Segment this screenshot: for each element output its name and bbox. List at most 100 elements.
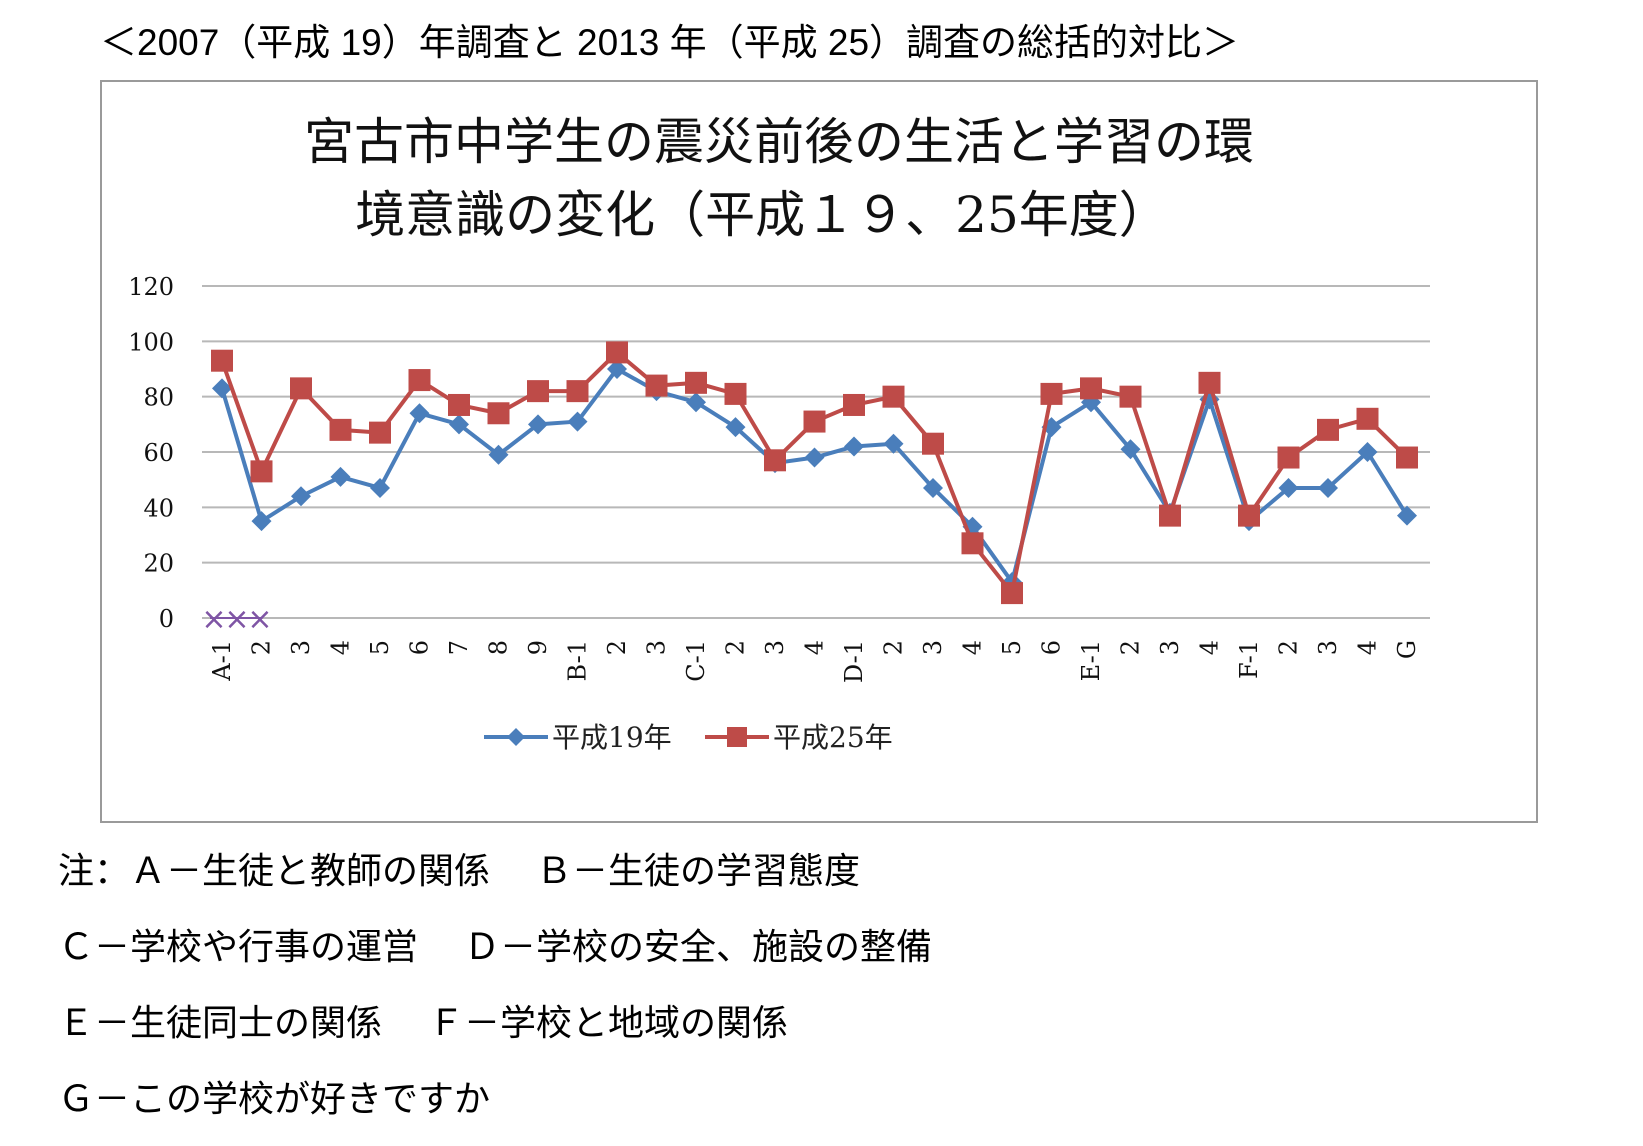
note-b: Ｂ－生徒の学習態度 (536, 851, 861, 892)
line-chart: 宮古市中学生の震災前後の生活と学習の環 境意識の変化（平成１９、25年度） 0 2… (128, 113, 1430, 754)
series-1-point (251, 511, 272, 532)
series-line-2 (220, 350, 1409, 596)
annotation-cross-mark: × (201, 602, 226, 637)
series-2-point (764, 449, 786, 472)
x-tick-label: 6 (406, 640, 434, 655)
series-2-point (329, 418, 352, 441)
x-tick-label: B-1 (564, 640, 592, 681)
x-tick-label: 3 (1314, 640, 1342, 655)
x-tick-label: 4 (959, 640, 987, 655)
legend-marker-1 (507, 728, 525, 746)
x-axis-ticks: A-1 2 3 4 5 6 7 8 9 B-1 2 3 C-1 2 3 4 D-1 2 3 4 5 6 E-1 2 3 4 F-1 2… (208, 640, 1421, 683)
y-tick-label: 100 (128, 328, 174, 356)
x-tick-label: 4 (1196, 640, 1224, 655)
series-2-point (250, 460, 273, 483)
series-2-point (527, 380, 549, 403)
x-tick-label: 4 (327, 640, 355, 655)
series-2-point (803, 410, 826, 433)
series-1-point (686, 392, 706, 413)
x-tick-label: 2 (880, 640, 908, 655)
legend-label-2: 平成25年 (773, 721, 893, 754)
note-line-2: Ｃ－学校や行事の運営 Ｄ－学校の安全、施設の整備 (58, 918, 1618, 994)
series-2-point (290, 377, 312, 400)
note-a: 注：Ａ－生徒と教師の関係 (58, 851, 491, 892)
series-2-point (1001, 582, 1023, 605)
x-tick-label: 5 (998, 640, 1026, 655)
series-2-point (566, 380, 589, 403)
series-2-point (1159, 504, 1181, 527)
note-g: Ｇ－この学校が好きですか (58, 1079, 491, 1120)
series-2-point (961, 532, 984, 555)
series-2-point (1356, 407, 1379, 430)
series-2-point (448, 393, 470, 416)
x-tick-label: G (1393, 640, 1421, 659)
chart-title-line1: 宮古市中学生の震災前後の生活と学習の環 (304, 113, 1254, 171)
series-1-point (1120, 439, 1141, 460)
note-line-3: Ｅ－生徒同士の関係 Ｆ－学校と地域の関係 (58, 994, 1618, 1070)
notes: 注：Ａ－生徒と教師の関係 Ｂ－生徒の学習態度 Ｃ－学校や行事の運営 Ｄ－学校の安全、… (58, 842, 1618, 1146)
x-tick-label: 6 (1038, 640, 1066, 655)
legend-marker-2 (727, 727, 747, 747)
series-1-point (212, 378, 232, 399)
series-2-point (211, 349, 233, 372)
annotation-cross-mark: × (224, 602, 249, 637)
series-2-point (369, 421, 391, 444)
series-1-point (1318, 477, 1338, 498)
x-tick-label: 4 (1354, 640, 1382, 655)
series-2-point (685, 371, 707, 394)
chart-title-line2: 境意識の変化（平成１９、25年度） (355, 186, 1169, 244)
x-tick-label: F-1 (1235, 640, 1263, 679)
x-tick-label: 2 (1117, 640, 1145, 655)
series-1-point (1397, 505, 1417, 526)
series-2-point (724, 382, 747, 405)
y-tick-label: 20 (143, 550, 174, 578)
series-1-point (567, 411, 588, 432)
x-tick-label: 4 (801, 640, 829, 655)
series-1-point (449, 414, 469, 435)
series-2-point (1238, 504, 1260, 527)
x-tick-label: C-1 (682, 640, 710, 682)
series-line-1 (220, 367, 1409, 585)
series-1-point (409, 403, 430, 424)
series-2-point (1198, 371, 1221, 394)
y-tick-label: 40 (143, 494, 174, 522)
series-2-point (843, 393, 865, 416)
legend: 平成19年 平成25年 (484, 721, 893, 754)
note-line-4: Ｇ－この学校が好きですか (58, 1070, 1618, 1146)
x-tick-label: 3 (919, 640, 947, 655)
y-tick-label: 60 (143, 439, 174, 467)
series-1-point (607, 359, 627, 379)
x-tick-label: 2 (722, 640, 750, 655)
y-tick-label: 80 (143, 384, 174, 412)
series-2-point (1040, 382, 1063, 405)
series-1-point (1278, 477, 1299, 498)
series-2-point (1396, 446, 1418, 469)
chart-frame: 宮古市中学生の震災前後の生活と学習の環 境意識の変化（平成１９、25年度） 0 2… (100, 80, 1538, 823)
x-tick-label: 2 (248, 640, 276, 655)
series-2-point (1317, 418, 1339, 441)
x-tick-label: 7 (445, 640, 473, 655)
x-tick-label: D-1 (840, 640, 868, 683)
note-e: Ｅ－生徒同士の関係 (58, 1003, 383, 1044)
annotation-cross-mark: × (247, 602, 272, 637)
legend-label-1: 平成19年 (552, 721, 672, 754)
series-1-point (804, 447, 825, 468)
series-1-point (844, 436, 864, 457)
note-line-1: 注：Ａ－生徒と教師の関係 Ｂ－生徒の学習態度 (58, 842, 1618, 918)
x-tick-label: 3 (761, 640, 789, 655)
x-tick-label: 5 (366, 640, 394, 655)
series-1-point (883, 433, 904, 454)
series-2-point (645, 374, 668, 397)
x-tick-label: 2 (603, 640, 631, 655)
x-tick-label: 3 (1156, 640, 1184, 655)
note-c: Ｃ－学校や行事の運営 (58, 927, 419, 968)
series-1-point (528, 414, 548, 435)
y-axis-ticks: 0 20 40 60 80 100 120 (128, 273, 174, 633)
series-2-point (882, 385, 905, 408)
series-1-point (370, 477, 390, 498)
series-2-point (1080, 377, 1102, 400)
x-tick-label: A-1 (208, 640, 236, 682)
series-1-point (725, 417, 746, 438)
series-1-point (488, 444, 509, 465)
series-2-point (606, 341, 628, 364)
